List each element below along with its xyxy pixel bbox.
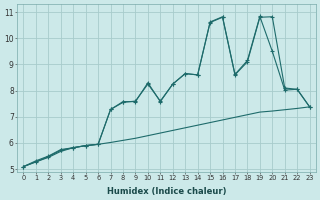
X-axis label: Humidex (Indice chaleur): Humidex (Indice chaleur) xyxy=(107,187,226,196)
